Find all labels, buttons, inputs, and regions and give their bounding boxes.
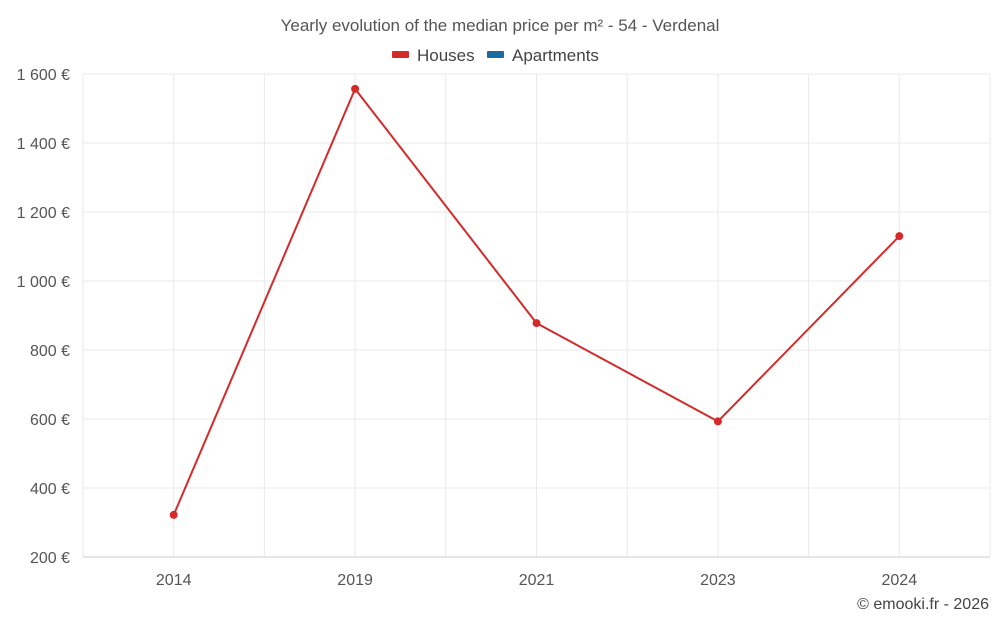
- legend-item-houses[interactable]: Houses: [392, 46, 475, 65]
- data-point-houses[interactable]: [895, 232, 904, 241]
- y-tick-label: 600 €: [30, 412, 70, 429]
- x-tick-label: 2024: [882, 572, 918, 589]
- x-tick-label: 2021: [519, 572, 555, 589]
- y-tick-label: 800 €: [30, 343, 70, 360]
- x-tick-label: 2014: [156, 572, 192, 589]
- y-tick-label: 200 €: [30, 550, 70, 567]
- legend: Houses Apartments: [392, 46, 599, 65]
- legend-label-apartments: Apartments: [512, 46, 599, 65]
- legend-item-apartments[interactable]: Apartments: [487, 46, 599, 65]
- y-axis-labels: 200 € 400 € 600 € 800 € 1 000 € 1 200 € 1 400 …: [17, 67, 70, 567]
- y-tick-label: 1 400 €: [17, 136, 70, 153]
- x-tick-label: 2023: [700, 572, 736, 589]
- y-tick-label: 1 000 €: [17, 274, 70, 291]
- x-tick-label: 2019: [337, 572, 373, 589]
- data-point-houses[interactable]: [351, 84, 360, 93]
- y-tick-label: 400 €: [30, 481, 70, 498]
- legend-swatch-houses: [392, 51, 409, 58]
- data-point-houses[interactable]: [532, 319, 541, 328]
- legend-swatch-apartments: [487, 51, 504, 58]
- credit-text: © emooki.fr - 2026: [857, 596, 989, 613]
- x-gridlines: [82, 74, 991, 557]
- chart-title: Yearly evolution of the median price per…: [281, 16, 720, 35]
- y-tick-label: 1 200 €: [17, 205, 70, 222]
- series-layer: [169, 84, 904, 519]
- y-tick-label: 1 600 €: [17, 67, 70, 84]
- legend-label-houses: Houses: [417, 46, 475, 65]
- data-point-houses[interactable]: [169, 510, 178, 519]
- data-point-houses[interactable]: [713, 417, 722, 426]
- x-axis-labels: 2014 2019 2021 2023 2024: [156, 572, 917, 589]
